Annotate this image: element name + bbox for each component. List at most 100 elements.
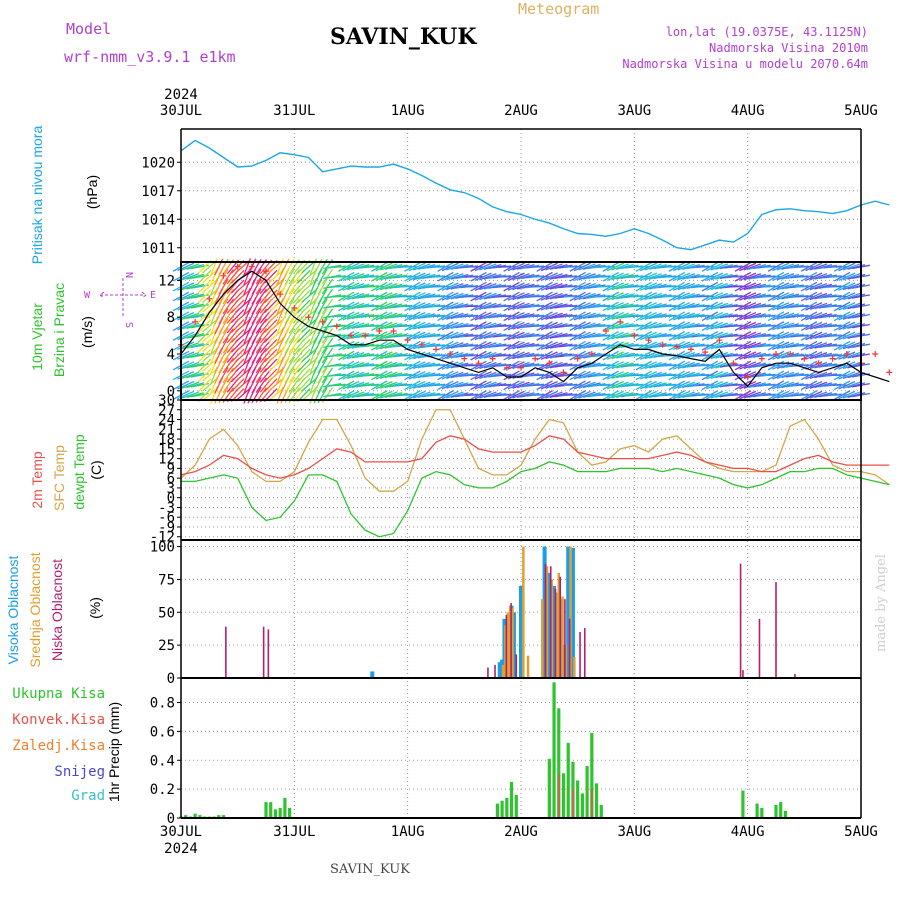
wind-barb — [734, 360, 752, 371]
wind-barb — [706, 262, 724, 272]
wind-barb — [715, 273, 733, 280]
wind-barb — [640, 282, 657, 291]
top-day-label: 30JUL — [160, 103, 202, 119]
wind-barb — [805, 331, 823, 341]
wind-barb — [838, 292, 856, 301]
wind-barb — [408, 311, 426, 321]
wind-barb — [776, 283, 795, 291]
wind-barb — [644, 381, 662, 389]
wind-barb — [441, 361, 459, 370]
wind-barb — [375, 311, 393, 321]
gust-marker — [518, 364, 524, 371]
wind-barb — [847, 352, 866, 359]
wind-barb — [268, 339, 283, 353]
precip-bar — [585, 766, 589, 818]
wind-barb — [739, 321, 757, 331]
wind-barb — [640, 292, 657, 301]
wind-barb — [573, 311, 591, 321]
wind-barb — [375, 272, 393, 282]
wind-barb — [800, 340, 818, 351]
gust-marker — [418, 341, 425, 348]
wind-barb — [230, 279, 245, 294]
wind-barb — [437, 370, 454, 381]
wind-barb — [288, 357, 301, 374]
wind-barb — [483, 273, 502, 280]
wind-barb — [569, 291, 586, 302]
wind-barb — [644, 332, 662, 340]
precip-bar — [566, 742, 570, 818]
wind-barb — [640, 272, 657, 282]
wind-barb — [706, 380, 724, 390]
wind-barb — [441, 292, 459, 301]
wind-barb — [380, 361, 398, 370]
wind-barb — [842, 263, 861, 271]
wind-direction-label: Brzina i Pravac — [51, 283, 67, 377]
wind-barb — [437, 301, 454, 312]
compass-w-label: W — [84, 290, 91, 301]
wind-barb — [408, 380, 426, 390]
wind-barb — [230, 358, 245, 373]
wind-barb — [644, 352, 662, 360]
y-tick-label: 18 — [158, 432, 175, 448]
wind-barb — [317, 327, 328, 345]
cloud-bar — [570, 547, 575, 678]
wind-barb — [569, 311, 586, 322]
gust-marker — [815, 360, 822, 367]
wind-barb — [202, 319, 217, 333]
wind-barb — [677, 391, 695, 399]
wind-barb — [800, 390, 818, 400]
wind-barb — [748, 342, 766, 349]
wind-barb — [734, 370, 752, 381]
wind-barb — [635, 380, 652, 391]
wind-barb — [673, 380, 691, 390]
wind-barb — [602, 390, 619, 400]
cloud-bar — [511, 608, 514, 678]
wind-barb — [441, 331, 459, 341]
wind-barb — [516, 332, 535, 339]
wind-barb — [573, 302, 591, 311]
wind-barb — [611, 332, 629, 340]
wind-barb — [301, 368, 316, 382]
wind-barb — [263, 329, 278, 343]
wind-barb — [263, 378, 278, 393]
wind-barb — [342, 311, 360, 321]
wind-barb — [321, 367, 334, 384]
wind-barb — [218, 347, 229, 364]
wind-barb — [351, 323, 370, 330]
wind-barb — [321, 347, 334, 364]
wind-barb — [800, 301, 818, 312]
precip-bar — [741, 790, 745, 818]
wind-barb — [616, 303, 634, 310]
wind-barb — [384, 323, 403, 330]
wind-barb — [483, 342, 502, 349]
wind-barb — [503, 281, 520, 292]
gust-marker — [475, 360, 482, 367]
wind-barb — [338, 262, 355, 272]
wind-barb — [800, 331, 818, 341]
wind-barb — [809, 371, 828, 379]
wind-barb — [611, 371, 629, 379]
gust-marker — [773, 351, 779, 357]
wind-barb — [181, 361, 200, 370]
wind-barb — [767, 380, 785, 391]
wind-barb — [474, 282, 492, 291]
wind-barb — [417, 342, 436, 349]
wind-barb — [606, 311, 624, 321]
wind-barb — [838, 311, 856, 321]
gust-marker — [758, 355, 765, 362]
lonlat-label: lon,lat (19.0375E, 43.1125N) — [665, 25, 868, 39]
wind-barb — [446, 312, 464, 320]
y-tick-label: 15 — [158, 442, 175, 458]
wind-barb — [479, 391, 497, 399]
wind-barb — [536, 321, 553, 331]
wind-barb — [288, 278, 301, 295]
precip-bar — [495, 803, 499, 818]
wind-barb — [516, 273, 535, 280]
wind-barb — [715, 352, 733, 359]
wind-barb — [536, 301, 553, 312]
cloud-bar — [775, 582, 777, 678]
wind-barb — [384, 382, 403, 389]
wind-barb — [715, 342, 733, 349]
wind-barb — [649, 293, 667, 300]
wind-barb — [606, 331, 624, 341]
